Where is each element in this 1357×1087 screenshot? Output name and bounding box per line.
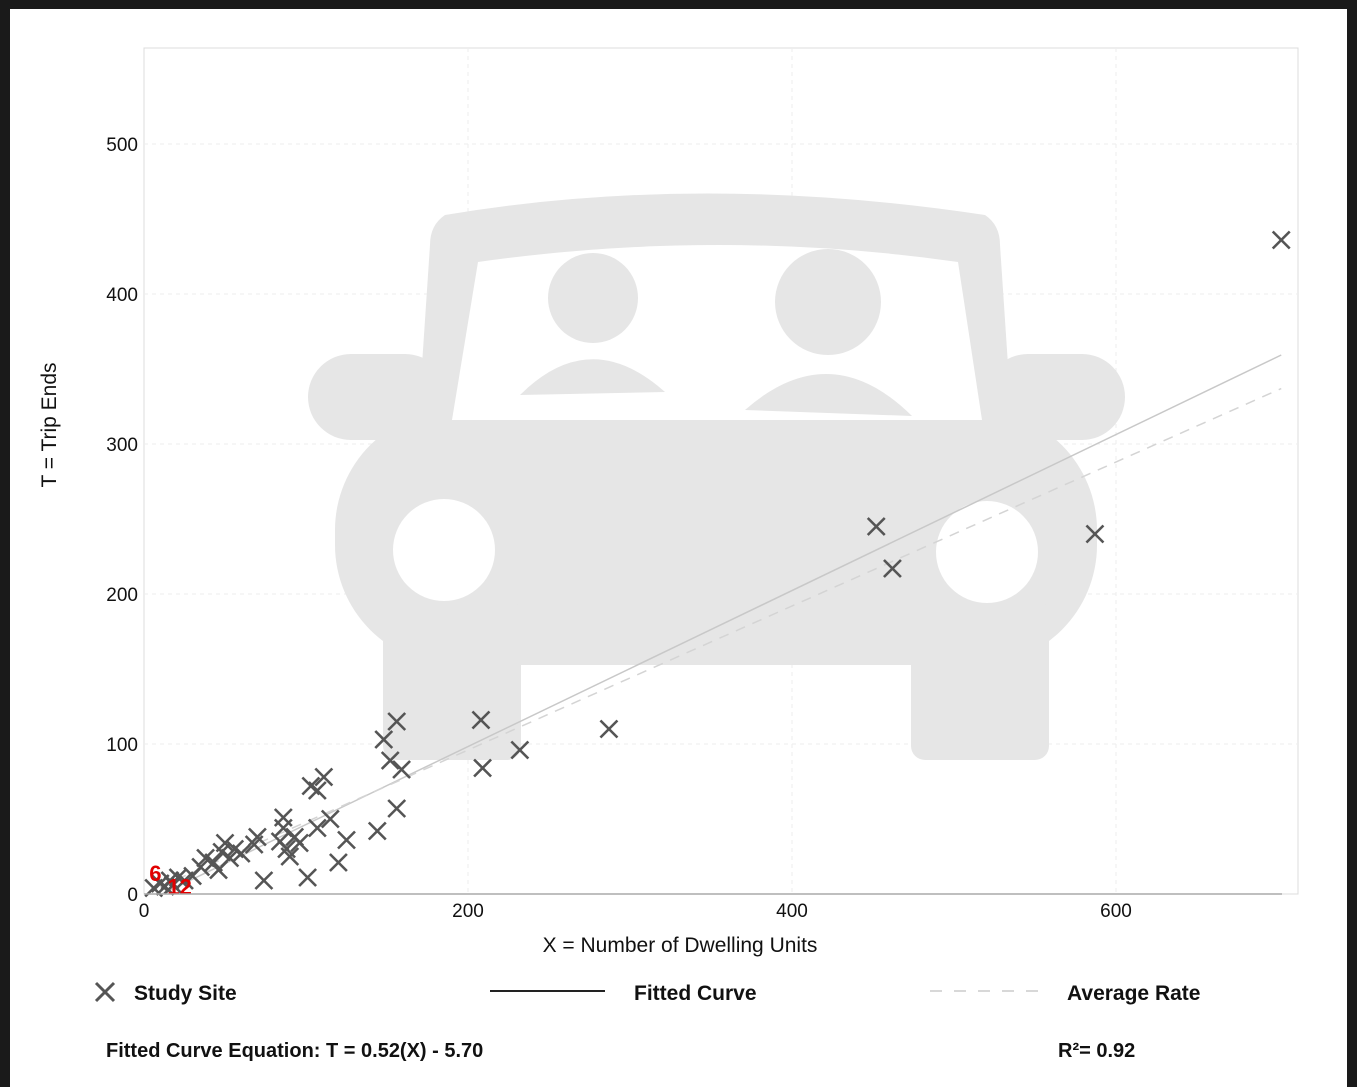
- cluster-labels: 612: [149, 861, 192, 900]
- study-site-point-42: [473, 758, 492, 778]
- study-site-point-45: [866, 517, 886, 536]
- fitted-curve-line: [159, 354, 1282, 896]
- study-site-point-13: [215, 833, 235, 853]
- study-site-point-44: [599, 719, 619, 739]
- study-site-point-34: [337, 830, 356, 850]
- x-tick-label-0: 0: [139, 901, 150, 922]
- study-site-point-40: [387, 799, 407, 818]
- y-tick-label-2: 200: [106, 585, 138, 606]
- y-axis-title: T = Trip Ends: [38, 362, 61, 487]
- y-tick-label-3: 300: [106, 435, 138, 456]
- legend-study-site-marker: [94, 981, 116, 1003]
- study-site-point-14: [220, 848, 240, 868]
- study-site-point-32: [320, 809, 340, 829]
- axis-ticks: 0 100 200 300 400 500 0 200 400 600: [106, 135, 1132, 922]
- study-site-point-24: [280, 847, 300, 866]
- study-site-point-16: [231, 844, 251, 863]
- average-rate-line: [159, 387, 1282, 888]
- legend-study-site-label: Study Site: [134, 982, 237, 1005]
- fitted-curve-equation: Fitted Curve Equation: T = 0.52(X) - 5.7…: [106, 1040, 483, 1062]
- car-watermark-icon: [308, 193, 1125, 760]
- study-site-point-18: [247, 827, 267, 847]
- study-site-point-41: [471, 710, 491, 730]
- study-site-point-33: [328, 853, 348, 872]
- study-site-point-19: [254, 871, 274, 890]
- study-site-point-8: [191, 857, 211, 877]
- legend: Study Site Fitted Curve Average Rate: [94, 981, 1200, 1005]
- y-tick-label-4: 400: [106, 285, 138, 306]
- study-site-markers: [144, 230, 1291, 898]
- study-site-point-30: [307, 818, 327, 838]
- y-tick-label-0: 0: [127, 885, 138, 906]
- study-site-point-22: [273, 808, 293, 827]
- x-tick-label-1: 200: [452, 901, 484, 922]
- study-site-point-48: [1271, 230, 1291, 250]
- study-site-point-47: [1085, 524, 1105, 544]
- legend-fitted-curve-label: Fitted Curve: [634, 982, 757, 1005]
- study-site-point-38: [387, 712, 407, 731]
- study-site-point-43: [510, 740, 530, 760]
- y-tick-label-1: 100: [106, 735, 138, 756]
- y-tick-label-5: 500: [106, 135, 138, 156]
- r-squared-value: R²= 0.92: [1058, 1040, 1135, 1062]
- study-site-point-39: [392, 760, 411, 779]
- x-tick-label-3: 600: [1100, 901, 1132, 922]
- study-site-point-37: [380, 751, 400, 770]
- cluster-label-1: 12: [167, 875, 191, 900]
- study-site-point-46: [883, 559, 902, 578]
- trend-lines: [159, 354, 1282, 896]
- x-tick-label-2: 400: [776, 901, 808, 922]
- study-site-point-31: [314, 767, 334, 787]
- legend-average-rate-label: Average Rate: [1067, 982, 1200, 1005]
- study-site-point-36: [374, 730, 394, 749]
- study-site-point-26: [290, 833, 309, 853]
- study-site-point-27: [298, 868, 318, 887]
- x-axis-title: X = Number of Dwelling Units: [543, 934, 818, 957]
- study-site-point-29: [307, 781, 327, 800]
- cluster-label-0: 6: [149, 861, 161, 886]
- study-site-point-35: [367, 821, 387, 841]
